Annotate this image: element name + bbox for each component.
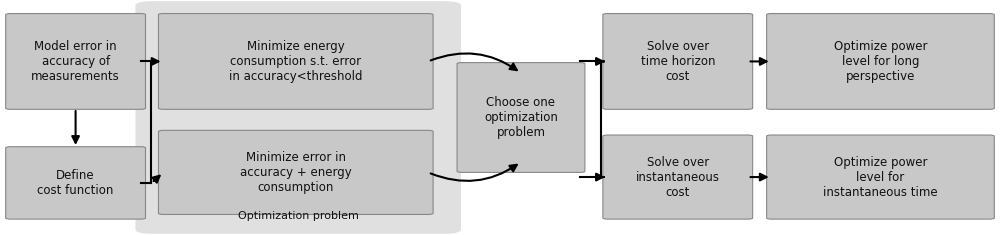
Text: Optimization problem: Optimization problem [238, 212, 359, 221]
FancyBboxPatch shape [158, 14, 433, 109]
FancyBboxPatch shape [767, 135, 994, 219]
Text: Solve over
time horizon
cost: Solve over time horizon cost [641, 40, 715, 83]
FancyBboxPatch shape [767, 14, 994, 109]
Text: Optimize power
level for
instantaneous time: Optimize power level for instantaneous t… [823, 156, 938, 199]
Text: Solve over
instantaneous
cost: Solve over instantaneous cost [636, 156, 720, 199]
Text: Model error in
accuracy of
measurements: Model error in accuracy of measurements [31, 40, 120, 83]
FancyBboxPatch shape [6, 14, 145, 109]
FancyBboxPatch shape [136, 1, 461, 234]
FancyBboxPatch shape [603, 135, 753, 219]
Text: Optimize power
level for long
perspective: Optimize power level for long perspectiv… [834, 40, 927, 83]
FancyBboxPatch shape [158, 130, 433, 215]
FancyBboxPatch shape [457, 63, 585, 172]
FancyBboxPatch shape [603, 14, 753, 109]
Text: Minimize energy
consumption s.t. error
in accuracy<threshold: Minimize energy consumption s.t. error i… [229, 40, 363, 83]
Text: Define
cost function: Define cost function [37, 169, 114, 197]
FancyBboxPatch shape [6, 147, 145, 219]
Text: Choose one
optimization
problem: Choose one optimization problem [484, 96, 558, 139]
Text: Minimize error in
accuracy + energy
consumption: Minimize error in accuracy + energy cons… [240, 151, 352, 194]
